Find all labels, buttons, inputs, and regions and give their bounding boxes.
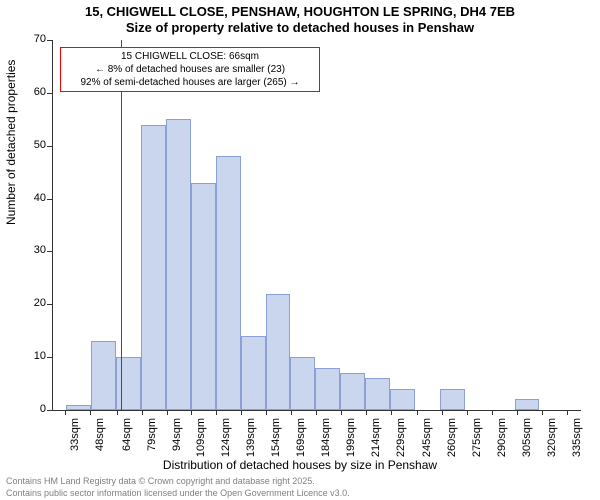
y-axis-label: Number of detached properties bbox=[4, 60, 18, 225]
annotation-box: 15 CHIGWELL CLOSE: 66sqm ← 8% of detache… bbox=[60, 47, 320, 92]
x-tick-mark bbox=[316, 410, 317, 415]
x-tick-mark bbox=[142, 410, 143, 415]
y-tick-mark bbox=[47, 40, 52, 41]
x-tick-mark bbox=[216, 410, 217, 415]
annotation-line-2: ← 8% of detached houses are smaller (23) bbox=[65, 63, 315, 76]
x-axis-label: Distribution of detached houses by size … bbox=[0, 458, 600, 472]
x-tick-mark bbox=[517, 410, 518, 415]
histogram-bar bbox=[390, 389, 415, 410]
footer-line-1: Contains HM Land Registry data © Crown c… bbox=[6, 476, 315, 486]
histogram-bar bbox=[340, 373, 365, 410]
plot-area bbox=[52, 40, 581, 411]
histogram-bar bbox=[116, 357, 141, 410]
chart-container: 15, CHIGWELL CLOSE, PENSHAW, HOUGHTON LE… bbox=[0, 0, 600, 500]
histogram-bar bbox=[515, 399, 540, 410]
x-tick-mark bbox=[291, 410, 292, 415]
y-tick-label: 70 bbox=[26, 33, 46, 45]
y-tick-label: 30 bbox=[26, 244, 46, 256]
histogram-bar bbox=[166, 119, 191, 410]
histogram-bar bbox=[290, 357, 315, 410]
histogram-bar bbox=[191, 183, 216, 410]
x-tick-mark bbox=[366, 410, 367, 415]
x-tick-mark bbox=[391, 410, 392, 415]
y-tick-label: 0 bbox=[26, 403, 46, 415]
y-tick-mark bbox=[47, 357, 52, 358]
reference-line bbox=[121, 40, 122, 410]
y-tick-label: 10 bbox=[26, 350, 46, 362]
footer-line-2: Contains public sector information licen… bbox=[6, 488, 350, 498]
x-tick-mark bbox=[167, 410, 168, 415]
histogram-bar bbox=[440, 389, 465, 410]
x-tick-mark bbox=[492, 410, 493, 415]
x-tick-mark bbox=[117, 410, 118, 415]
annotation-line-1: 15 CHIGWELL CLOSE: 66sqm bbox=[65, 50, 315, 63]
x-tick-mark bbox=[65, 410, 66, 415]
y-tick-label: 50 bbox=[26, 139, 46, 151]
y-tick-mark bbox=[47, 410, 52, 411]
x-tick-mark bbox=[266, 410, 267, 415]
histogram-bar bbox=[315, 368, 340, 410]
x-tick-mark bbox=[191, 410, 192, 415]
x-tick-mark bbox=[90, 410, 91, 415]
histogram-bar bbox=[141, 125, 166, 410]
histogram-bar bbox=[241, 336, 266, 410]
x-tick-mark bbox=[567, 410, 568, 415]
y-tick-label: 20 bbox=[26, 297, 46, 309]
x-tick-mark bbox=[442, 410, 443, 415]
histogram-bar bbox=[91, 341, 116, 410]
annotation-line-3: 92% of semi-detached houses are larger (… bbox=[65, 76, 315, 89]
x-tick-mark bbox=[241, 410, 242, 415]
chart-title-line1: 15, CHIGWELL CLOSE, PENSHAW, HOUGHTON LE… bbox=[0, 4, 600, 19]
x-tick-mark bbox=[542, 410, 543, 415]
y-tick-mark bbox=[47, 199, 52, 200]
y-tick-mark bbox=[47, 251, 52, 252]
histogram-bar bbox=[266, 294, 291, 410]
histogram-bar bbox=[216, 156, 241, 410]
y-tick-mark bbox=[47, 146, 52, 147]
bars-group bbox=[53, 40, 581, 410]
chart-title-line2: Size of property relative to detached ho… bbox=[0, 20, 600, 35]
histogram-bar bbox=[66, 405, 91, 410]
y-tick-label: 60 bbox=[26, 86, 46, 98]
y-tick-label: 40 bbox=[26, 192, 46, 204]
x-tick-mark bbox=[341, 410, 342, 415]
x-tick-mark bbox=[467, 410, 468, 415]
histogram-bar bbox=[365, 378, 390, 410]
y-tick-mark bbox=[47, 93, 52, 94]
x-tick-mark bbox=[417, 410, 418, 415]
y-tick-mark bbox=[47, 304, 52, 305]
